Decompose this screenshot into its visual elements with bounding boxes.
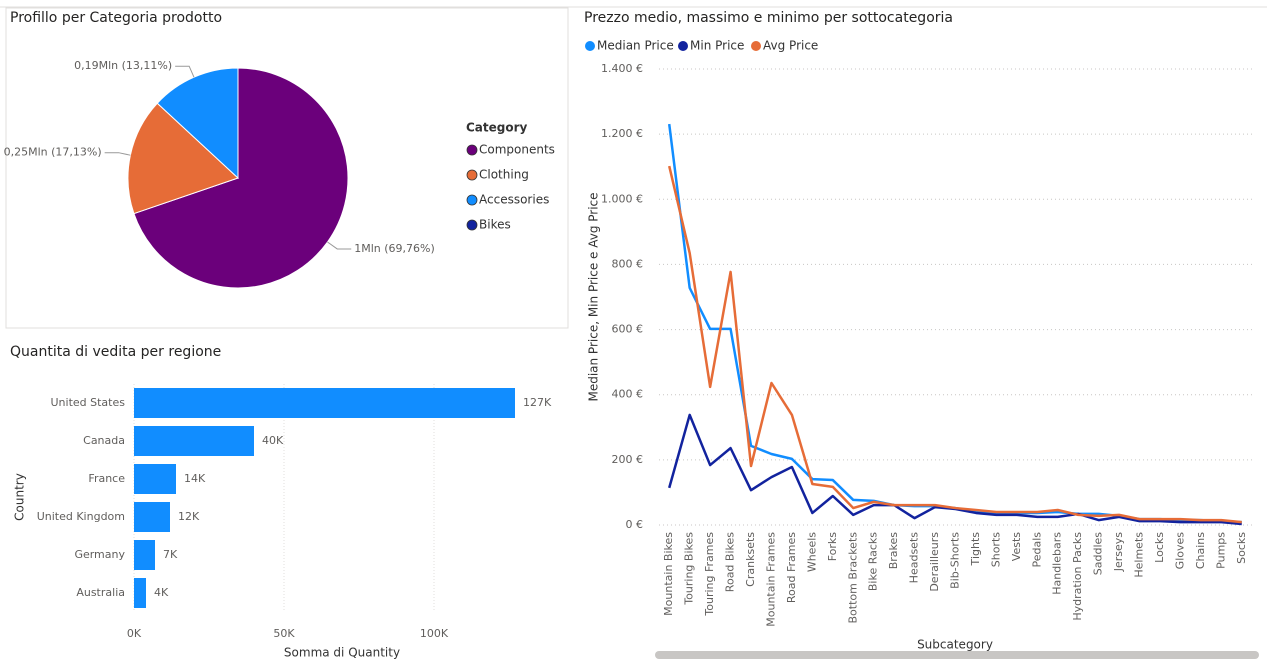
data-label: 0,25Mln (17,13%) [4, 146, 102, 159]
y-axis-label: Country [13, 473, 27, 521]
legend-label: Components [479, 143, 555, 157]
line-series [668, 165, 1242, 524]
y-tick-label: 600 € [612, 323, 644, 336]
x-tick-label: Road Bikes [724, 532, 737, 592]
x-tick-label: 100K [420, 627, 449, 640]
x-axis-label: Somma di Quantity [284, 646, 400, 660]
x-tick-label: Mountain Bikes [662, 532, 675, 616]
legend-label: Avg Price [763, 39, 818, 53]
leader-line [104, 152, 131, 156]
legend-label: Min Price [690, 39, 744, 53]
x-tick-label: Touring Bikes [683, 532, 696, 606]
x-tick-label: Bike Racks [867, 532, 880, 591]
x-tick-label: Cranksets [744, 532, 757, 587]
x-tick-label: Brakes [887, 532, 900, 570]
x-tick-label: Forks [826, 532, 839, 562]
data-label: 40K [262, 434, 284, 447]
x-tick-label: Locks [1153, 532, 1166, 563]
x-tick-label: 50K [273, 627, 295, 640]
y-tick-label: United States [51, 396, 126, 409]
x-tick-label: Tights [969, 532, 982, 567]
data-label: 1Mln (69,76%) [354, 242, 435, 255]
x-tick-label: Vests [1010, 532, 1023, 561]
legend-label: Bikes [479, 218, 511, 232]
y-tick-label: Canada [83, 434, 125, 447]
y-tick-label: France [88, 472, 125, 485]
legend-swatch [466, 219, 478, 231]
legend-label: Median Price [597, 39, 674, 53]
x-tick-label: Hydration Packs [1071, 532, 1084, 621]
x-tick-label: Helmets [1133, 532, 1146, 578]
y-tick-label: 800 € [612, 257, 644, 270]
y-tick-label: 1.000 € [601, 192, 643, 205]
x-tick-label: Headsets [908, 532, 921, 584]
legend-swatch [466, 144, 478, 156]
x-tick-label: Bottom Brackets [846, 532, 859, 624]
bar [134, 540, 155, 570]
bar [134, 388, 515, 418]
y-tick-label: 0 € [626, 518, 644, 531]
x-tick-label: Chains [1194, 532, 1207, 569]
bar [134, 502, 170, 532]
chart-title: Profillo per Categoria prodotto [10, 10, 222, 26]
leader-line [327, 241, 352, 250]
legend-title: Category [466, 121, 528, 135]
x-tick-label: Handlebars [1051, 532, 1064, 595]
data-label: 12K [178, 510, 200, 523]
y-tick-label: United Kingdom [37, 510, 125, 523]
legend-swatch [585, 41, 595, 51]
y-tick-label: 1.400 € [601, 62, 643, 75]
pie-slice [133, 67, 349, 289]
legend-swatch [678, 41, 688, 51]
y-tick-label: 400 € [612, 388, 644, 401]
pie-slice [156, 67, 239, 180]
legend-swatch [466, 169, 478, 181]
chart-title: Prezzo medio, massimo e minimo per sotto… [584, 10, 953, 26]
x-axis-label: Subcategory [917, 638, 993, 652]
x-tick-label: Road Frames [785, 532, 798, 603]
x-tick-label: Jerseys [1112, 532, 1125, 573]
x-tick-label: Wheels [805, 532, 818, 572]
x-tick-label: 0K [127, 627, 142, 640]
bar [134, 464, 176, 494]
data-label: 0,19Mln (13,11%) [74, 59, 172, 72]
bar [134, 578, 146, 608]
x-tick-label: Derailleurs [928, 532, 941, 592]
scrollbar[interactable] [655, 651, 1259, 659]
y-tick-label: 200 € [612, 453, 644, 466]
y-axis-label: Median Price, Min Price e Avg Price [587, 192, 601, 401]
x-tick-label: Bib-Shorts [949, 532, 962, 589]
bar [134, 426, 254, 456]
x-tick-label: Mountain Frames [764, 532, 777, 627]
x-tick-label: Gloves [1173, 532, 1186, 570]
data-label: 127K [523, 396, 552, 409]
y-tick-label: Germany [74, 548, 125, 561]
x-tick-label: Pedals [1030, 532, 1043, 568]
y-tick-label: 1.200 € [601, 127, 643, 140]
x-tick-label: Socks [1235, 532, 1248, 564]
legend-label: Clothing [479, 168, 529, 182]
pie-panel [5, 7, 569, 329]
x-tick-label: Shorts [989, 532, 1002, 568]
legend-swatch [751, 41, 761, 51]
y-tick-label: Australia [76, 586, 125, 599]
x-tick-label: Pumps [1214, 532, 1227, 569]
data-label: 4K [154, 586, 169, 599]
legend-label: Accessories [479, 193, 549, 207]
x-tick-label: Saddles [1092, 532, 1105, 576]
leader-line [175, 65, 195, 78]
data-label: 14K [184, 472, 206, 485]
line-series [667, 123, 1242, 524]
chart-title: Quantita di vedita per regione [10, 344, 221, 360]
legend-swatch [466, 194, 478, 206]
x-tick-label: Touring Frames [703, 532, 716, 617]
data-label: 7K [163, 548, 178, 561]
